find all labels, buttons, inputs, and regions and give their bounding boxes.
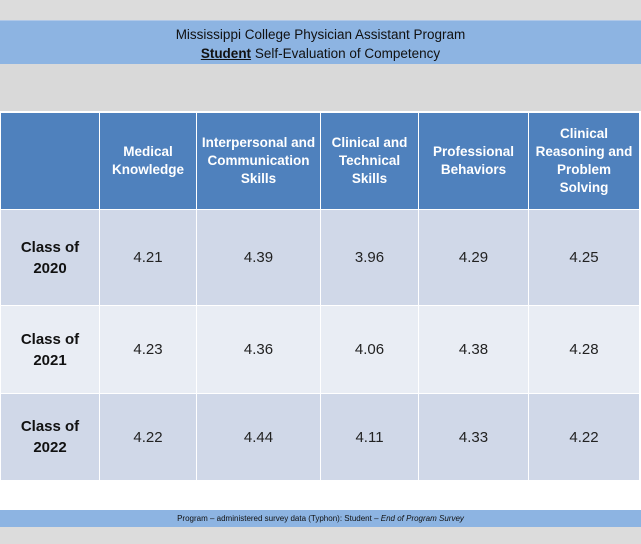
table-cell: 4.11 (320, 393, 419, 481)
table-header-row: Medical Knowledge Interpersonal and Comm… (0, 112, 640, 210)
table-cell: 4.22 (528, 393, 640, 481)
table-cell: 4.33 (418, 393, 529, 481)
column-header: Interpersonal and Communication Skills (196, 112, 321, 210)
source-footer: Program – administered survey data (Typh… (0, 510, 641, 527)
table-cell: 4.29 (418, 209, 529, 306)
table-cell: 4.25 (528, 209, 640, 306)
table-cell: 4.44 (196, 393, 321, 481)
title-line-2-rest: Self-Evaluation of Competency (251, 46, 441, 61)
table-cell: 4.06 (320, 305, 419, 394)
table-row: Class of 2020 4.21 4.39 3.96 4.29 4.25 (0, 209, 640, 306)
table-row: Class of 2022 4.22 4.44 4.11 4.33 4.22 (0, 393, 640, 481)
survey-name: End of Program Survey (380, 514, 464, 523)
row-label: Class of 2021 (0, 305, 100, 394)
row-label: Class of 2020 (0, 209, 100, 306)
table-row: Class of 2021 4.23 4.36 4.06 4.38 4.28 (0, 305, 640, 394)
source-text: Program – administered survey data (Typh… (177, 514, 381, 523)
table-cell: 4.38 (418, 305, 529, 394)
corner-cell (0, 112, 100, 210)
table-cell: 4.39 (196, 209, 321, 306)
title-line-2: Student Self-Evaluation of Competency (0, 44, 641, 63)
table-cell: 4.22 (99, 393, 197, 481)
table-cell: 3.96 (320, 209, 419, 306)
title-line-1: Mississippi College Physician Assistant … (175, 27, 466, 42)
title-emphasis: Student (200, 46, 252, 61)
table-cell: 4.36 (196, 305, 321, 394)
table-cell: 4.23 (99, 305, 197, 394)
spacer-band (0, 64, 641, 111)
column-header: Clinical Reasoning and Problem Solving (528, 112, 640, 210)
slide-title: Mississippi College Physician Assistant … (0, 20, 641, 64)
table-cell: 4.21 (99, 209, 197, 306)
column-header: Professional Behaviors (418, 112, 529, 210)
table-cell: 4.28 (528, 305, 640, 394)
column-header: Medical Knowledge (99, 112, 197, 210)
column-header: Clinical and Technical Skills (320, 112, 419, 210)
row-label: Class of 2022 (0, 393, 100, 481)
competency-table: Medical Knowledge Interpersonal and Comm… (0, 112, 640, 481)
